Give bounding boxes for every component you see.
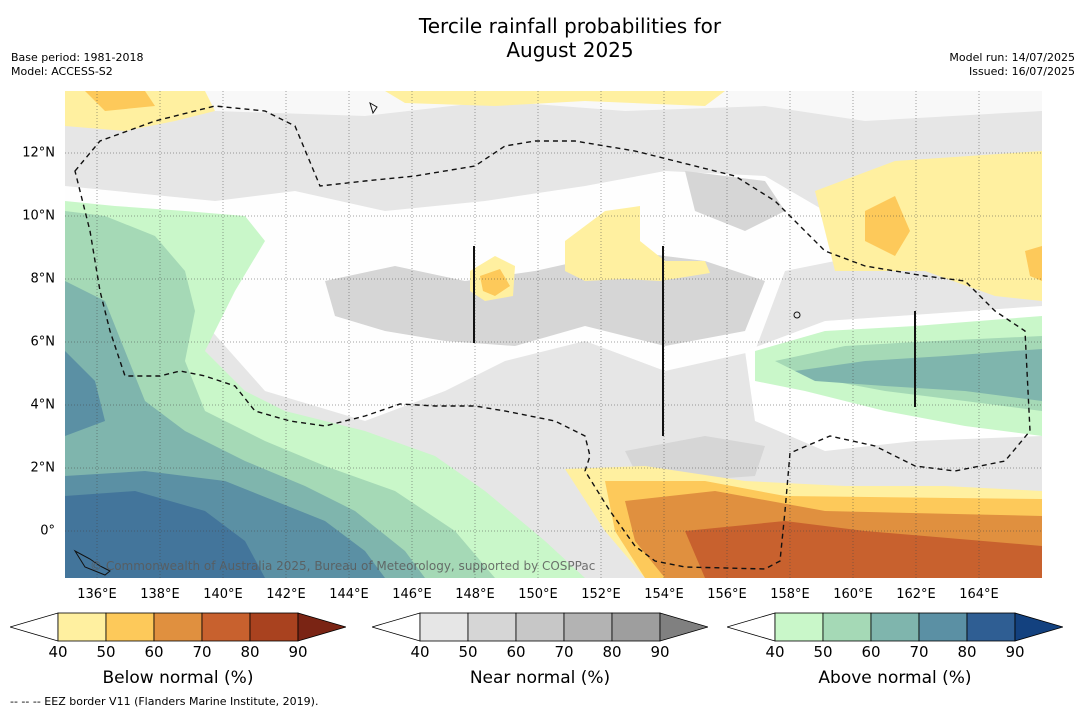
colorbar-tick: 80 [602,643,622,661]
latitude-label: 10°N [22,208,55,224]
colorbar-tick: 70 [909,643,929,661]
colorbar-tick: 50 [96,643,116,661]
colorbar-above [727,612,1063,642]
colorbar-segment [515,612,565,642]
longitude-label: 156°E [707,587,747,602]
longitude-label: 148°E [455,587,495,602]
colorbar-segment [249,612,299,642]
latitude-label: 6°N [30,334,56,350]
below-50-east [815,151,1042,301]
base-period: Base period: 1981-2018 [11,51,144,64]
longitude-label: 164°E [959,587,999,602]
colorbar-segment [105,612,155,642]
eez-border [74,105,1031,570]
latitude-label: 12°N [22,145,55,161]
colorbar-segment [966,612,1016,642]
meta-right: Model run: 14/07/2025 Issued: 16/07/2025 [949,51,1075,79]
colorbar-segment [153,612,203,642]
longitude-label: 150°E [518,587,558,602]
colorbar-title: Above normal (%) [818,668,972,688]
below-60-small [480,269,510,296]
colorbar-extend-low [10,612,59,642]
title-line-2: August 2025 [506,38,634,62]
longitude-label: 144°E [329,587,369,602]
colorbar-segment [822,612,872,642]
longitude-label: 146°E [392,587,432,602]
latitude-label: 8°N [30,271,56,287]
above-90-west [65,491,265,578]
island-cluster [73,549,111,576]
colorbar-tick: 90 [288,643,308,661]
colorbar-extend-high [1014,612,1063,642]
colorbar-tick: 50 [458,643,478,661]
colorbar-tick: 60 [861,643,881,661]
colorbar-title: Near normal (%) [469,668,611,688]
longitude-label: 154°E [644,587,684,602]
colorbar-tick: 40 [48,643,68,661]
latitude-label: 4°N [30,397,56,413]
colorbar-tick: 60 [506,643,526,661]
longitude-label: 152°E [581,587,621,602]
longitude-label: 158°E [770,587,810,602]
colorbar-extend-low [727,612,776,642]
colorbar-below [10,612,346,642]
longitude-label: 160°E [833,587,873,602]
probability-map [65,91,1042,578]
model-run: Model run: 14/07/2025 [949,51,1075,64]
below-60-east-edge [1025,246,1042,281]
colorbar-tick: 80 [957,643,977,661]
island-dot [793,311,801,319]
below-60-east [865,196,910,256]
model-name: Model: ACCESS-S2 [11,65,113,78]
latitude-label: 2°N [30,460,56,476]
latitude-label: 0° [40,523,55,539]
colorbar-extend-high [297,612,346,642]
longitude-label: 142°E [266,587,306,602]
colorbar-tick: 90 [650,643,670,661]
colorbar-tick: 60 [144,643,164,661]
below-80-southeast [685,521,1042,578]
white-zone-top [65,91,1042,121]
title-line-1: Tercile rainfall probabilities for [418,14,722,38]
below-60-topleft [85,91,155,111]
colorbar-near [372,612,708,642]
colorbar-segment [57,612,107,642]
colorbar-segment [563,612,613,642]
colorbar-segment [611,612,661,642]
eez-footnote: -- -- -- EEZ border V11 (Flanders Marine… [10,695,319,708]
issued-date: Issued: 16/07/2025 [968,65,1075,78]
colorbar-tick: 40 [410,643,430,661]
colorbar-tick: 70 [554,643,574,661]
below-50-top [385,91,725,106]
colorbar-segment [467,612,517,642]
above-70-east [795,349,1042,401]
copyright-text: © Commonwealth of Australia 2025, Bureau… [90,559,596,573]
colorbar-tick: 80 [240,643,260,661]
above-80-west-a [65,351,105,436]
colorbar-segment [201,612,251,642]
longitude-label: 162°E [896,587,936,602]
longitude-label: 136°E [77,587,117,602]
colorbar-extend-high [659,612,708,642]
island-small [369,101,378,115]
meta-left: Base period: 1981-2018 Model: ACCESS-S2 [11,51,143,79]
colorbar-segment [918,612,968,642]
colorbar-tick: 90 [1005,643,1025,661]
longitude-label: 138°E [140,587,180,602]
colorbar-segment [870,612,920,642]
map-title: Tercile rainfall probabilities for Augus… [340,14,800,62]
map-canvas [65,91,1042,578]
colorbar-tick: 50 [813,643,833,661]
colorbar-tick: 40 [765,643,785,661]
colorbar-tick: 70 [192,643,212,661]
colorbar-extend-low [372,612,421,642]
colorbar-segment [419,612,469,642]
longitude-label: 140°E [203,587,243,602]
colorbar-segment [774,612,824,642]
colorbar-title: Below normal (%) [102,668,254,688]
